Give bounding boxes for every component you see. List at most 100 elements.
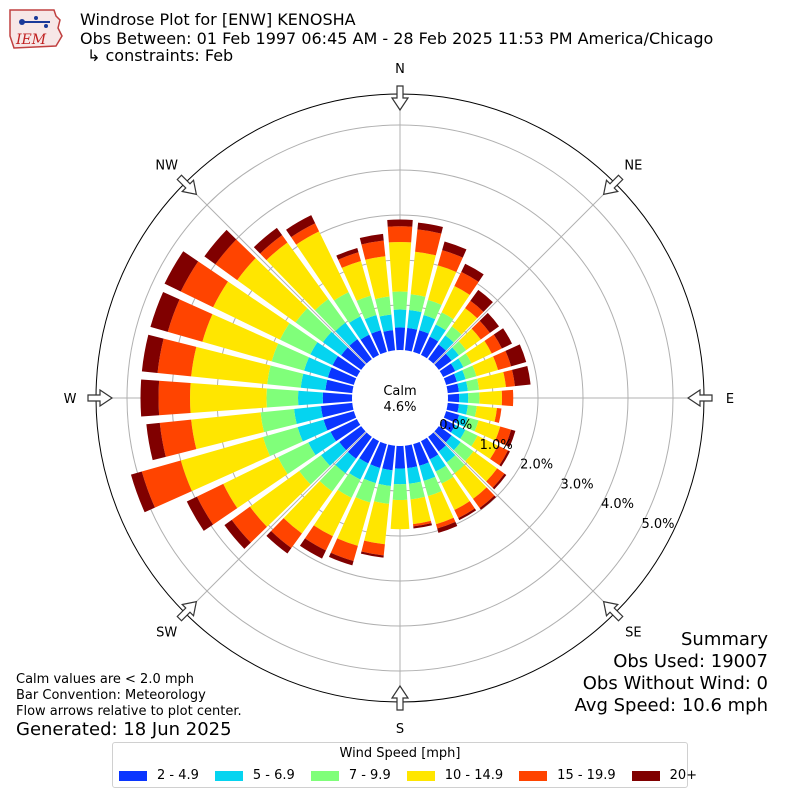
- bar-segment-220-2: [335, 451, 357, 474]
- legend-swatch: [310, 770, 339, 781]
- legend-label: 20+: [669, 768, 698, 783]
- bar-segment-160-5: [435, 517, 456, 529]
- bar-segment-80-1: [446, 383, 459, 394]
- bar-segment-220-1: [347, 432, 372, 459]
- bar-segment-190-3: [374, 483, 391, 504]
- bar-segment-330-6: [286, 215, 316, 238]
- bar-segment-190-5: [361, 540, 385, 556]
- bar-segment-30-1: [420, 336, 439, 359]
- bar-segment-280-2: [300, 373, 328, 391]
- legend: Wind Speed [mph] 2 - 4.9 5 - 6.9 7 - 9.9 10…: [112, 742, 697, 788]
- bar-segment-340-4: [341, 260, 371, 301]
- bar-segment-20-1: [413, 330, 429, 355]
- legend-swatch: [119, 770, 147, 781]
- bar-segment-40-6: [470, 289, 493, 312]
- bar-segment-60-5: [484, 334, 502, 354]
- bar-segment-180-3: [392, 484, 408, 500]
- bar-segment-50-6: [479, 312, 500, 333]
- bar-segment-50-2: [445, 347, 459, 361]
- flow-arrow-shape: [686, 388, 713, 408]
- bar-segment-80-3: [466, 378, 480, 391]
- bar-segment-220-6: [266, 531, 292, 554]
- bar-segment-160-3: [423, 476, 442, 497]
- bar-segment-10-6: [417, 222, 443, 234]
- legend-label: 7 - 9.9: [348, 768, 391, 783]
- bar-segment-30-3: [435, 312, 454, 331]
- legend-label: 5 - 6.9: [252, 768, 295, 783]
- bar-segment-210-3: [337, 473, 361, 498]
- bar-segment-280-5: [157, 338, 197, 377]
- bar-segment-140-6: [479, 495, 497, 510]
- bar-segment-150-1: [420, 437, 439, 460]
- bar-segment-210-5: [304, 525, 333, 551]
- bar-segment-10-3: [409, 294, 426, 313]
- bar-segment-140-3: [446, 455, 465, 474]
- bar-segment-310-2: [322, 331, 348, 356]
- bar-segment-330-2: [349, 316, 370, 340]
- bar-segment-120-5: [490, 445, 508, 466]
- bar-segment-170-5: [413, 520, 432, 527]
- bar-segment-70-2: [454, 370, 466, 382]
- bar-segment-230-5: [231, 506, 267, 543]
- legend-label: 10 - 14.9: [444, 768, 504, 783]
- bar-segment-350-3: [375, 296, 392, 317]
- bar-convention-note: Bar Convention: Meteorology: [16, 688, 206, 703]
- bar-segment-260-1: [320, 402, 354, 418]
- summary-avg-speed: Avg Speed: 10.6 mph: [574, 695, 768, 716]
- bar-segment-320-2: [335, 322, 358, 346]
- bar-segment-120-4: [471, 435, 498, 459]
- bar-segment-310-5: [215, 239, 256, 281]
- bar-segment-260-3: [260, 408, 297, 433]
- flow-arrow-shape: [602, 600, 624, 622]
- bar-segment-280-6: [141, 334, 164, 373]
- bar-segment-50-1: [434, 353, 452, 370]
- summary-obs-used: Obs Used: 19007: [613, 651, 768, 672]
- bar-segment-10-4: [410, 251, 436, 297]
- compass-label-ne: NE: [624, 159, 642, 174]
- bar-segment-310-6: [204, 229, 237, 265]
- bar-segment-20-5: [437, 250, 463, 273]
- bar-segment-40-1: [428, 344, 446, 364]
- bar-segment-290-5: [167, 299, 213, 342]
- bar-segment-140-2: [438, 445, 456, 463]
- chart-subtitle: Obs Between: 01 Feb 1997 06:45 AM - 28 F…: [80, 29, 714, 48]
- bar-segment-70-3: [462, 365, 477, 380]
- calm-note: Calm values are < 2.0 mph: [16, 672, 195, 687]
- logo-text: IEM: [15, 32, 47, 48]
- bar-segment-30-4: [441, 286, 470, 320]
- compass-label-sw: SW: [156, 625, 177, 640]
- legend-title: Wind Speed [mph]: [339, 746, 461, 761]
- radial-tick-label: 4.0%: [601, 497, 634, 512]
- flow-arrow-w: [87, 388, 114, 408]
- bar-segment-100-5: [494, 408, 502, 423]
- legend-swatch: [631, 770, 660, 781]
- generated-date: Generated: 18 Jun 2025: [16, 719, 232, 740]
- bar-segment-330-3: [333, 292, 361, 323]
- bar-segment-70-4: [472, 356, 499, 377]
- bar-segment-170-1: [404, 444, 418, 469]
- flow-arrow-shape: [602, 174, 624, 196]
- bar-segment-160-4: [427, 491, 454, 525]
- bar-segment-120-6: [499, 450, 510, 467]
- bar-segment-0-5: [387, 226, 413, 243]
- flow-arrow-se: [602, 600, 624, 622]
- grid-spoke: [184, 431, 367, 614]
- flow-arrow-n: [390, 85, 410, 112]
- flow-arrow-shape: [390, 85, 410, 112]
- bar-segment-220-5: [271, 518, 302, 549]
- bar-segment-290-6: [150, 292, 180, 332]
- bar-segment-40-2: [438, 335, 454, 351]
- bar-segment-270-6: [140, 379, 160, 417]
- bar-segment-340-6: [336, 247, 359, 260]
- bar-segment-310-3: [295, 308, 332, 343]
- flow-arrow-shape: [176, 600, 198, 622]
- bar-segment-210-2: [349, 458, 369, 480]
- bar-segment-320-4: [266, 242, 329, 311]
- bar-segment-120-1: [439, 418, 456, 433]
- legend-item: 15 - 19.9: [519, 768, 616, 783]
- bar-segment-60-4: [465, 340, 492, 364]
- legend-item: 20+: [631, 768, 698, 783]
- bar-segment-70-6: [505, 344, 527, 367]
- bar-segment-310-1: [341, 347, 366, 370]
- bar-segment-50-3: [452, 341, 467, 356]
